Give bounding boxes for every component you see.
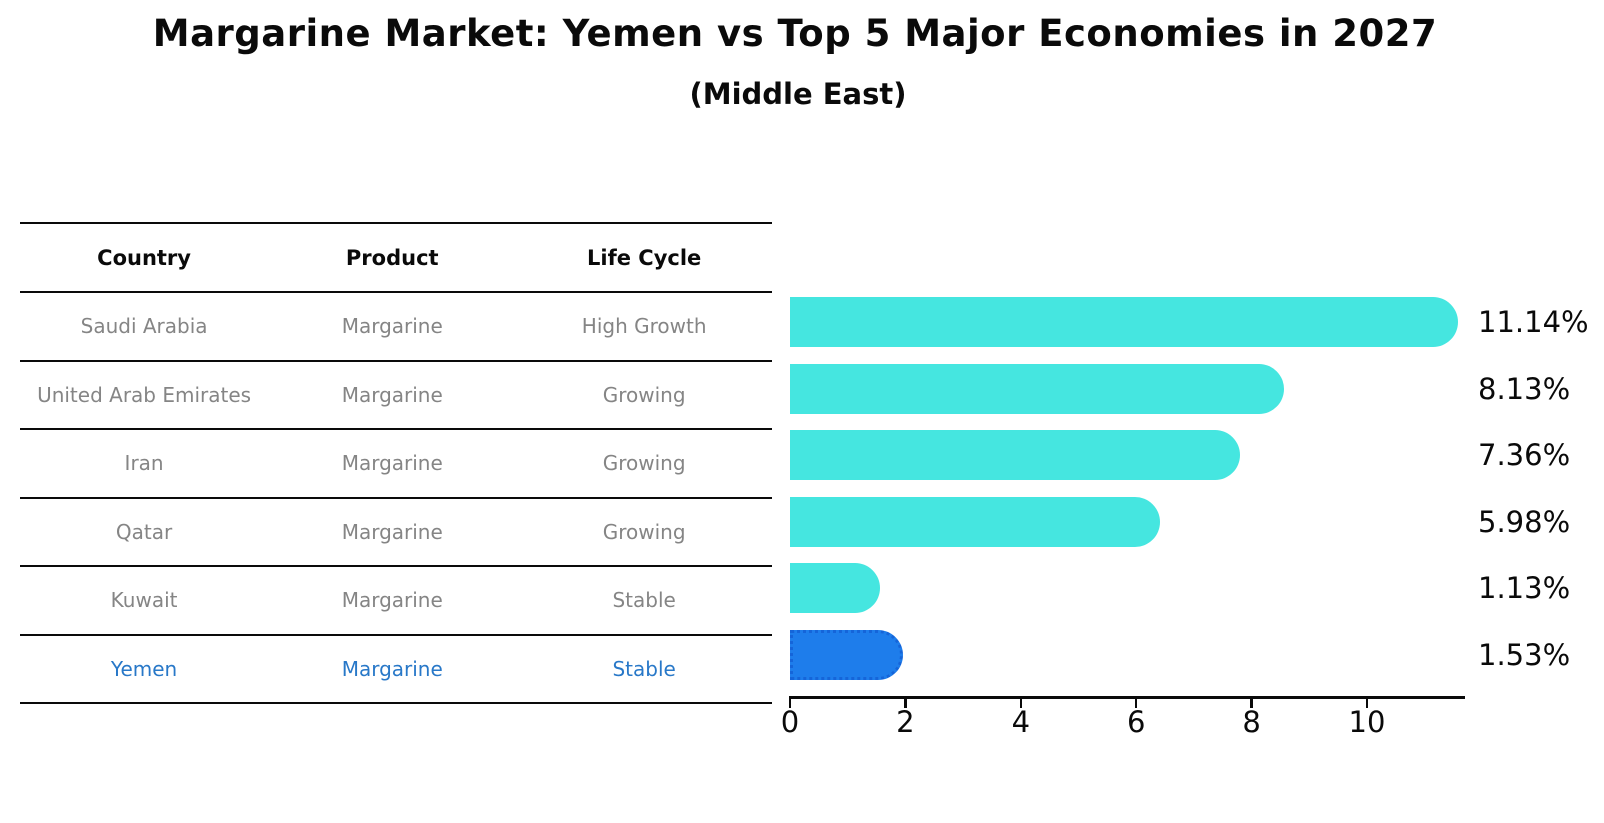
cell-country: Qatar [115,519,173,544]
cell-product: Margarine [341,314,443,339]
x-axis-tick-label: 6 [1126,705,1146,739]
table-row-kuwait: Kuwait Margarine Stable [20,567,772,636]
column-header-country: Country [97,245,191,270]
x-axis-tick-label: 8 [1242,705,1261,739]
x-axis-tick-mark [1134,696,1138,708]
table-body: Saudi Arabia Margarine High Growth Unite… [20,293,772,704]
x-axis-tick-label: 2 [896,705,915,739]
cell-country: Saudi Arabia [80,314,208,339]
x-axis-tick-mark [1019,696,1023,708]
cell-country: Iran [124,451,164,476]
table-row-united-arab-emirates: United Arab Emirates Margarine Growing [20,362,772,430]
x-axis-tick-mark [1365,696,1369,708]
bar-saudi-arabia [790,297,1458,348]
bar-yemen [790,629,904,680]
cell-product: Margarine [341,451,443,476]
bar-iran [790,430,1240,481]
cell-life-cycle: High Growth [581,314,707,339]
x-axis-tick-label: 4 [1011,705,1031,739]
cell-country: Yemen [110,656,178,681]
x-axis-tick-mark [788,696,792,708]
table-row-saudi-arabia: Saudi Arabia Margarine High Growth [20,293,772,362]
x-axis-tick-mark [904,696,907,708]
cell-life-cycle: Stable [612,656,676,681]
table-row-yemen: Yemen Margarine Stable [20,636,772,704]
country-table: Country Product Life Cycle Saudi Arabia … [20,222,772,704]
cell-life-cycle: Growing [602,451,686,476]
cell-country: United Arab Emirates [37,382,252,407]
x-axis-tick-mark [1250,696,1253,708]
bar-qatar [790,496,1161,547]
value-label-kuwait: 1.13% [1478,571,1571,606]
cell-product: Margarine [341,656,443,681]
value-label-saudi-arabia: 11.14% [1478,305,1589,340]
value-label-iran: 7.36% [1478,438,1571,473]
chart-title: Margarine Market: Yemen vs Top 5 Major E… [152,12,1438,55]
bar-united-arab-emirates [790,363,1285,414]
value-label-yemen: 1.53% [1478,637,1571,672]
table-row-iran: Iran Margarine Growing [20,430,772,499]
cell-life-cycle: Growing [602,382,686,407]
x-axis-tick-label: 0 [780,705,800,739]
column-header-product: Product [345,245,439,270]
bar-kuwait [790,563,881,614]
cell-life-cycle: Growing [602,519,686,544]
column-header-life-cycle: Life Cycle [587,245,702,270]
cell-life-cycle: Stable [612,588,676,613]
x-axis-tick-label: 10 [1348,705,1386,739]
value-label-qatar: 5.98% [1478,504,1571,539]
cell-product: Margarine [341,519,443,544]
x-axis-line [789,696,1465,699]
table-header-row: Country Product Life Cycle [20,222,772,293]
value-label-united-arab-emirates: 8.13% [1478,371,1571,406]
cell-product: Margarine [341,382,443,407]
table-row-qatar: Qatar Margarine Growing [20,499,772,567]
chart-subtitle: (Middle East) [689,77,907,111]
cell-product: Margarine [341,588,443,613]
cell-country: Kuwait [110,588,178,613]
